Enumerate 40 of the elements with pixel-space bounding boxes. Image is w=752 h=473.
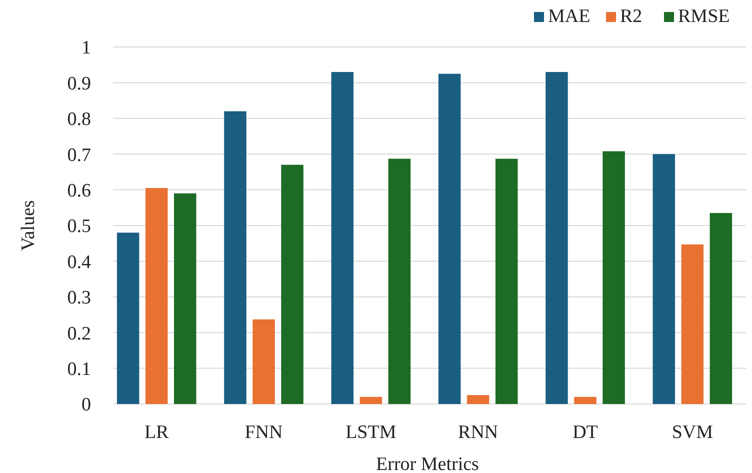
bar xyxy=(602,151,625,404)
bar xyxy=(546,72,568,404)
y-tick-label: 1 xyxy=(82,38,91,59)
bar xyxy=(652,154,676,404)
legend-label: RMSE xyxy=(678,6,730,27)
x-tick-label: SVM xyxy=(672,422,714,443)
x-tick-label: DT xyxy=(572,422,598,443)
bar xyxy=(574,396,596,404)
y-tick-label: 0.5 xyxy=(67,216,91,238)
y-tick-label: 0.7 xyxy=(67,144,91,166)
y-tick-label: 0.1 xyxy=(67,358,91,380)
bar xyxy=(174,193,196,404)
bar xyxy=(495,158,518,404)
bar xyxy=(360,396,382,404)
y-tick-label: 0 xyxy=(82,394,91,416)
bar xyxy=(252,319,275,404)
y-tick-label: 0.9 xyxy=(67,73,91,94)
legend-label: R2 xyxy=(620,6,642,27)
bar xyxy=(388,158,411,404)
x-axis-title: Error Metrics xyxy=(376,454,479,473)
bar xyxy=(116,232,140,404)
bar xyxy=(466,395,490,404)
x-tick-label: FNN xyxy=(244,422,284,443)
y-tick-label: 0.8 xyxy=(67,109,91,130)
bar xyxy=(281,164,304,404)
x-tick-label: LSTM xyxy=(346,422,396,443)
bar xyxy=(681,244,704,404)
y-axis-title: Values xyxy=(18,200,39,251)
bar xyxy=(331,72,354,404)
x-tick-label: RNN xyxy=(458,422,498,443)
y-tick-label: 0.2 xyxy=(67,323,91,344)
y-tick-label: 0.4 xyxy=(67,252,92,273)
bar xyxy=(710,213,732,404)
y-tick-label: 0.6 xyxy=(67,180,91,202)
bar xyxy=(224,111,246,404)
bar xyxy=(438,74,461,404)
bar xyxy=(145,188,168,404)
y-tick-label: 0.3 xyxy=(67,288,91,309)
legend-label: MAE xyxy=(548,6,590,27)
x-tick-label: LR xyxy=(144,422,170,443)
